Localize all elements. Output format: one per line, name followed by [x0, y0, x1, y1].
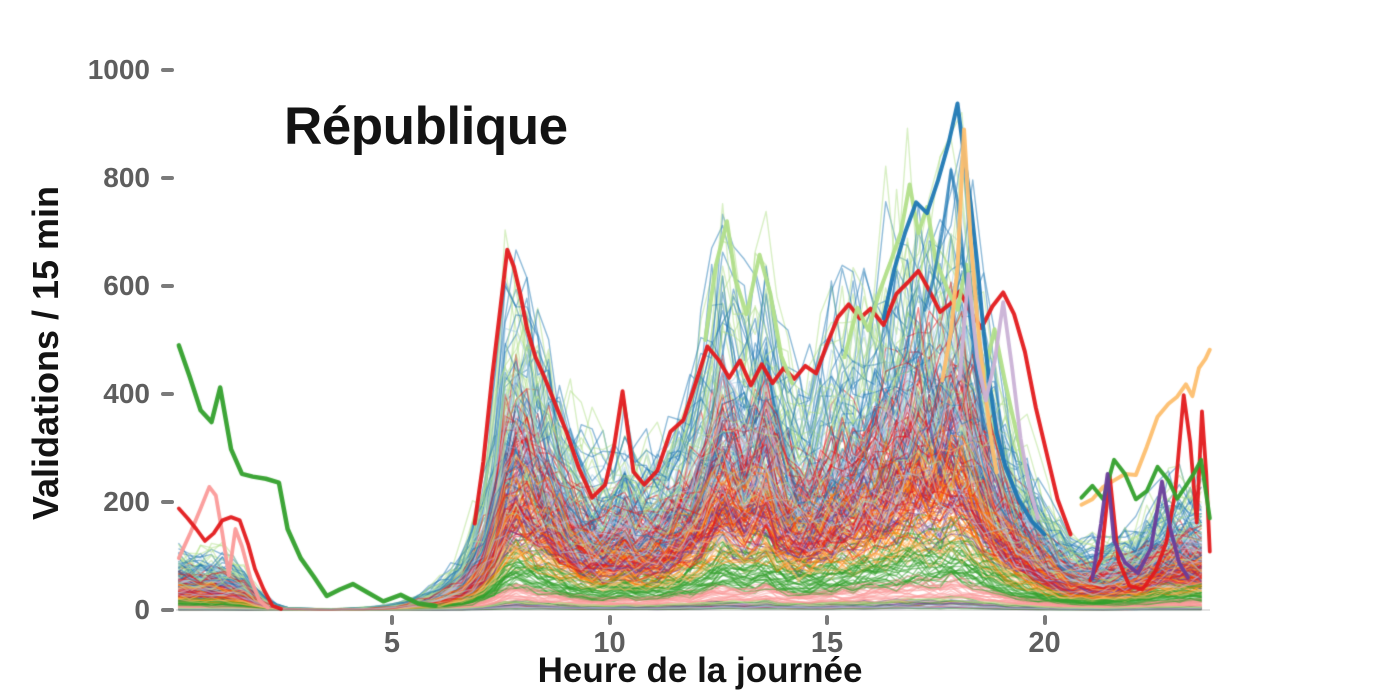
x-tick-label: 5 — [383, 627, 401, 659]
y-tick-label: 0 — [134, 594, 150, 625]
x-tick-mark — [390, 615, 394, 625]
x-axis-line — [176, 609, 1210, 611]
y-tick-mark — [161, 392, 174, 396]
chart-title: République — [284, 97, 568, 156]
x-tick-mark — [1042, 615, 1047, 625]
y-tick-label: 800 — [103, 162, 150, 193]
y-tick-mark — [161, 500, 174, 504]
y-tick-label: 400 — [103, 378, 150, 409]
x-tick-mark — [607, 615, 612, 625]
x-axis-label: Heure de la journée — [537, 651, 863, 690]
x-tick-label: 15 — [810, 627, 844, 659]
y-tick-mark — [161, 68, 174, 72]
y-tick-mark — [161, 176, 174, 180]
y-axis-label: Validations / 15 min — [25, 185, 66, 521]
y-tick-label: 1000 — [87, 54, 150, 85]
y-tick-label: 600 — [103, 270, 150, 301]
y-tick-mark — [161, 284, 174, 288]
y-tick-label: 200 — [103, 486, 150, 517]
x-tick-label: 20 — [1028, 627, 1061, 659]
x-tick-mark — [825, 615, 829, 625]
y-tick-mark — [161, 608, 174, 612]
x-tick-label: 10 — [593, 627, 626, 659]
